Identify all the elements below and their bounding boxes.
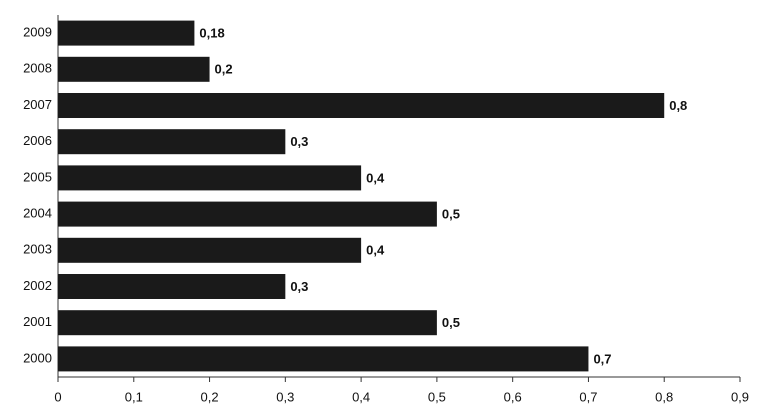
x-tick-label: 0,7 bbox=[579, 389, 597, 404]
x-tick-label: 0,2 bbox=[201, 389, 219, 404]
x-tick-label: 0,9 bbox=[731, 389, 749, 404]
value-label: 0,4 bbox=[366, 170, 385, 185]
x-tick-label: 0 bbox=[54, 389, 61, 404]
y-tick-label: 2002 bbox=[23, 278, 52, 293]
bar bbox=[58, 201, 437, 227]
value-label: 0,4 bbox=[366, 243, 385, 258]
y-tick-label: 2009 bbox=[23, 25, 52, 40]
value-label: 0,18 bbox=[199, 26, 224, 41]
bar bbox=[58, 20, 195, 46]
value-label: 0,3 bbox=[290, 279, 308, 294]
value-label: 0,7 bbox=[593, 351, 611, 366]
x-tick-label: 0,3 bbox=[276, 389, 294, 404]
value-label: 0,3 bbox=[290, 134, 308, 149]
value-label: 0,2 bbox=[215, 62, 233, 77]
x-tick-label: 0,5 bbox=[428, 389, 446, 404]
x-tick-label: 0,6 bbox=[504, 389, 522, 404]
bar bbox=[58, 310, 437, 336]
bar bbox=[58, 237, 362, 263]
bar bbox=[58, 346, 589, 372]
y-tick-label: 2004 bbox=[23, 206, 52, 221]
bar bbox=[58, 165, 362, 191]
y-tick-label: 2008 bbox=[23, 61, 52, 76]
y-tick-label: 2006 bbox=[23, 133, 52, 148]
x-tick-label: 0,8 bbox=[655, 389, 673, 404]
value-label: 0,8 bbox=[669, 98, 687, 113]
y-tick-label: 2000 bbox=[23, 350, 52, 365]
bar bbox=[58, 129, 286, 155]
y-tick-label: 2005 bbox=[23, 169, 52, 184]
bar bbox=[58, 274, 286, 299]
y-tick-label: 2003 bbox=[23, 242, 52, 257]
y-tick-label: 2007 bbox=[23, 97, 52, 112]
x-tick-label: 0,1 bbox=[125, 389, 143, 404]
y-tick-label: 2001 bbox=[23, 314, 52, 329]
x-tick-label: 0,4 bbox=[352, 389, 370, 404]
value-label: 0,5 bbox=[442, 315, 460, 330]
bar bbox=[58, 93, 665, 118]
value-label: 0,5 bbox=[442, 207, 460, 222]
bar bbox=[58, 56, 210, 82]
